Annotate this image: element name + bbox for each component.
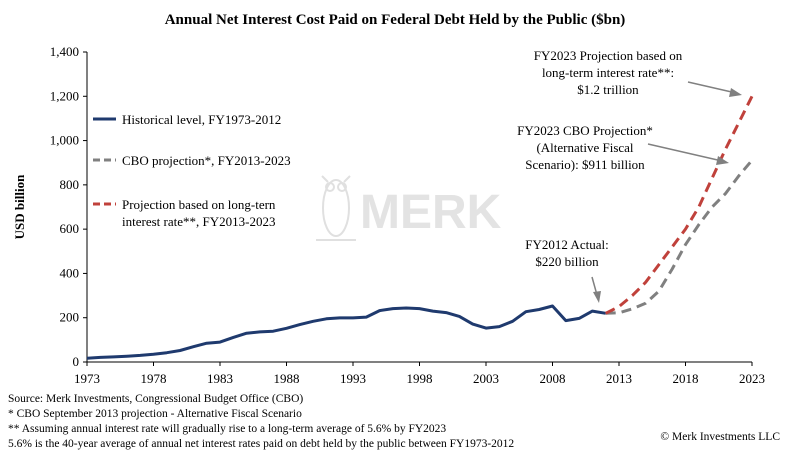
series-cbo-line bbox=[605, 159, 754, 315]
watermark-text: MERK bbox=[360, 186, 502, 239]
annotation-cbo-arrow bbox=[647, 143, 723, 162]
x-tick-label: 1978 bbox=[141, 371, 167, 386]
y-tick-label: 0 bbox=[73, 354, 80, 369]
x-tick-label: 1973 bbox=[74, 371, 100, 386]
annotation-longterm: FY2023 Projection based on long-term int… bbox=[534, 48, 742, 97]
series-historical-line bbox=[86, 304, 606, 360]
legend-label-historical: Historical level, FY1973-2012 bbox=[122, 112, 281, 127]
y-tick-label: 600 bbox=[60, 221, 80, 236]
annotation-longterm-line-2: long-term interest rate**: bbox=[542, 65, 674, 80]
footnotes: Source: Merk Investments, Congressional … bbox=[8, 393, 514, 450]
x-tick-label: 2023 bbox=[739, 371, 765, 386]
annotation-fy2012-arrowhead bbox=[593, 291, 601, 303]
x-tick-label: 2003 bbox=[473, 371, 499, 386]
annotation-longterm-line-1: FY2023 Projection based on bbox=[534, 48, 683, 63]
y-ticks: 0 200 400 600 800 1,000 1,200 1,400 bbox=[50, 44, 87, 369]
watermark: MERK bbox=[316, 175, 502, 241]
legend-label-longterm-2: interest rate**, FY2013-2023 bbox=[122, 214, 275, 229]
annotation-longterm-line-3: $1.2 trillion bbox=[577, 82, 639, 97]
annotation-cbo-line-3: Scenario): $911 billion bbox=[525, 157, 645, 172]
y-tick-label: 1,400 bbox=[50, 44, 79, 59]
annotation-cbo: FY2023 CBO Projection* (Alternative Fisc… bbox=[517, 123, 729, 172]
x-tick-label: 2013 bbox=[606, 371, 632, 386]
annotation-cbo-line-2: (Alternative Fiscal bbox=[536, 140, 633, 155]
annotation-longterm-arrow bbox=[687, 81, 737, 94]
chart-title: Annual Net Interest Cost Paid on Federal… bbox=[165, 12, 626, 28]
x-tick-label: 2008 bbox=[540, 371, 566, 386]
x-tick-label: 2018 bbox=[673, 371, 699, 386]
owl-logo-icon bbox=[316, 175, 356, 241]
annotation-fy2012-line-2: $220 billion bbox=[535, 254, 599, 269]
y-tick-label: 200 bbox=[60, 310, 80, 325]
footnote-rate: ** Assuming annual interest rate will gr… bbox=[8, 423, 446, 435]
x-tick-label: 1988 bbox=[274, 371, 300, 386]
legend-label-cbo: CBO projection*, FY2013-2023 bbox=[122, 153, 291, 168]
annotation-fy2012-line-1: FY2012 Actual: bbox=[525, 237, 608, 252]
y-tick-label: 400 bbox=[60, 265, 80, 280]
footnote-source: Source: Merk Investments, Congressional … bbox=[8, 393, 303, 405]
series-longterm-line bbox=[605, 95, 754, 315]
annotation-cbo-arrowhead bbox=[716, 156, 729, 165]
legend: Historical level, FY1973-2012 CBO projec… bbox=[93, 112, 291, 229]
series-lines bbox=[86, 95, 754, 360]
y-tick-label: 1,000 bbox=[50, 133, 79, 148]
footnote-cbo: * CBO September 2013 projection - Altern… bbox=[8, 408, 302, 420]
x-tick-label: 1983 bbox=[207, 371, 233, 386]
x-tick-label: 1998 bbox=[407, 371, 433, 386]
y-tick-label: 1,200 bbox=[50, 88, 79, 103]
y-axis-label: USD billion bbox=[12, 174, 27, 239]
y-tick-label: 800 bbox=[60, 177, 80, 192]
annotation-cbo-line-1: FY2023 CBO Projection* bbox=[517, 123, 653, 138]
footnote-average: 5.6% is the 40-year average of annual ne… bbox=[8, 438, 514, 450]
legend-label-longterm-1: Projection based on long-tern bbox=[122, 197, 276, 212]
annotation-fy2012: FY2012 Actual: $220 billion bbox=[525, 237, 609, 303]
x-ticks: 1973 1978 1983 1988 1993 1998 2003 2008 2013 2018… bbox=[74, 362, 765, 386]
copyright: © Merk Investments LLC bbox=[660, 431, 780, 443]
x-tick-label: 1993 bbox=[340, 371, 366, 386]
annotation-longterm-arrowhead bbox=[729, 88, 742, 97]
